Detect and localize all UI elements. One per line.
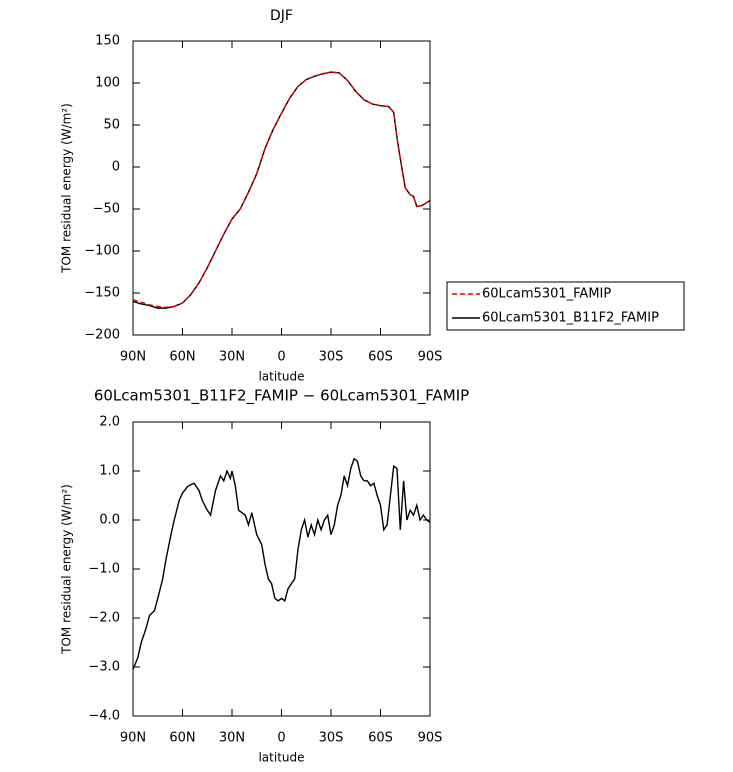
x-tick-label: 60S xyxy=(368,731,393,746)
x-tick-label: 0 xyxy=(277,350,285,365)
y-tick-label: 50 xyxy=(103,118,120,133)
x-tick-label: 30N xyxy=(219,731,245,746)
series-line xyxy=(132,71,431,308)
y-tick-label: −4.0 xyxy=(88,709,120,724)
x-tick-label: 90S xyxy=(418,350,443,365)
y-tick-label: 150 xyxy=(95,34,120,49)
y-tick-label: −100 xyxy=(84,244,120,259)
y-tick-label: −2.0 xyxy=(88,611,120,626)
x-tick-label: 30S xyxy=(319,731,344,746)
plot-frame xyxy=(132,40,431,336)
y-tick-label: 0 xyxy=(112,160,120,175)
x-tick-label: 30N xyxy=(219,350,245,365)
x-tick-label: 90N xyxy=(120,731,146,746)
chart-title: 60Lcam5301_B11F2_FAMIP − 60Lcam5301_FAMI… xyxy=(94,387,469,406)
y-tick-label: 100 xyxy=(95,76,120,91)
x-axis-label: latitude xyxy=(258,370,304,384)
chart-title: DJF xyxy=(270,8,293,24)
plot-frame xyxy=(132,421,431,717)
y-tick-label: −1.0 xyxy=(88,562,120,577)
series-line xyxy=(132,71,431,309)
y-tick-label: 0.0 xyxy=(99,513,120,528)
y-axis-label: TOM residual energy (W/m²) xyxy=(60,103,74,274)
y-tick-label: 2.0 xyxy=(99,415,120,430)
y-tick-label: −3.0 xyxy=(88,660,120,675)
legend-label: 60Lcam5301_FAMIP xyxy=(482,287,611,302)
legend-label: 60Lcam5301_B11F2_FAMIP xyxy=(482,311,659,326)
legend-box xyxy=(446,281,685,331)
y-tick-label: −150 xyxy=(84,286,120,301)
y-axis-label: TOM residual energy (W/m²) xyxy=(60,484,74,655)
x-tick-label: 60N xyxy=(169,350,195,365)
y-tick-label: −200 xyxy=(84,328,120,343)
x-tick-label: 90N xyxy=(120,350,146,365)
y-tick-label: 1.0 xyxy=(99,464,120,479)
x-axis-label: latitude xyxy=(258,751,304,765)
x-tick-label: 0 xyxy=(277,731,285,746)
y-tick-label: −50 xyxy=(93,202,120,217)
x-tick-label: 30S xyxy=(319,350,344,365)
x-tick-label: 90S xyxy=(418,731,443,746)
x-tick-label: 60N xyxy=(169,731,195,746)
series-line xyxy=(132,457,431,670)
x-tick-label: 60S xyxy=(368,350,393,365)
